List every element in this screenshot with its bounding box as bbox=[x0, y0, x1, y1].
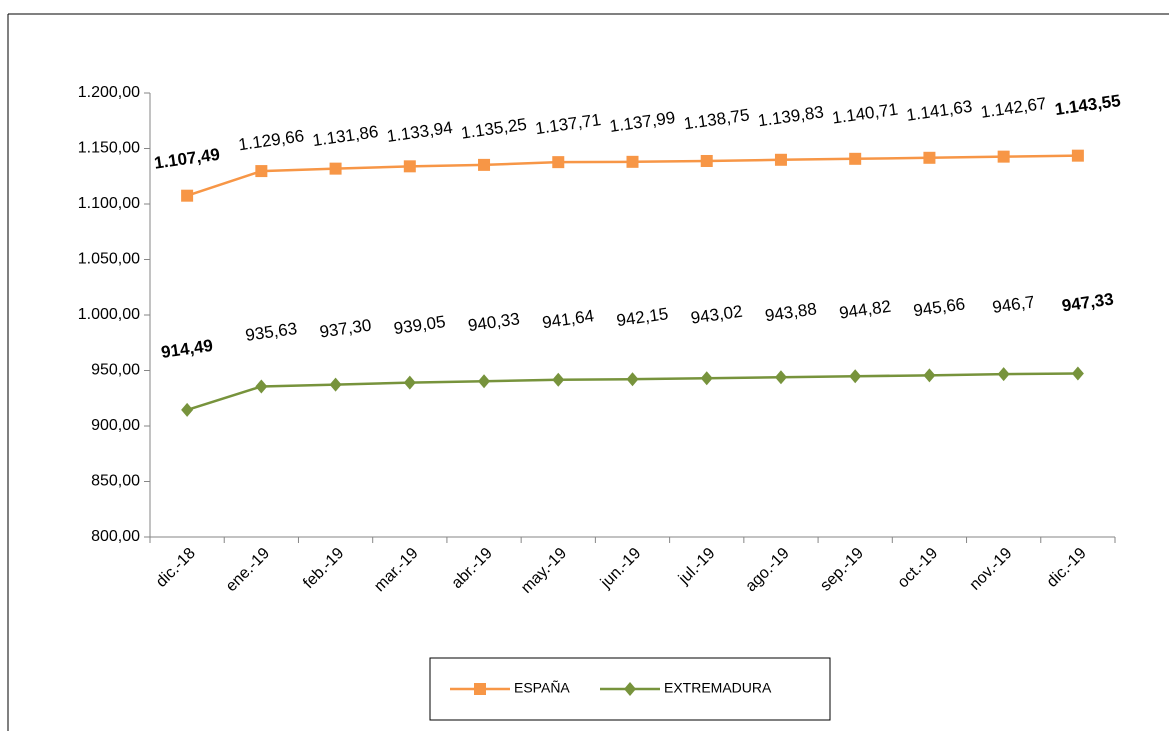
value-label: 1.107,49 bbox=[153, 145, 221, 173]
value-label: 937,30 bbox=[318, 316, 372, 342]
value-label: 1.143,55 bbox=[1054, 91, 1122, 119]
legend-marker bbox=[624, 682, 636, 696]
marker bbox=[329, 377, 342, 392]
marker bbox=[403, 160, 416, 173]
x-tick-label: oct.-19 bbox=[895, 545, 942, 592]
value-label: 943,02 bbox=[690, 302, 744, 328]
x-tick-label: ago.-19 bbox=[742, 545, 792, 595]
x-tick-label: mar.-19 bbox=[371, 545, 421, 595]
value-label: 935,63 bbox=[244, 319, 298, 345]
value-label: 942,15 bbox=[615, 304, 669, 330]
value-label: 941,64 bbox=[541, 306, 595, 332]
y-tick-label: 900,00 bbox=[91, 417, 140, 434]
y-tick-label: 1.100,00 bbox=[78, 195, 140, 212]
marker bbox=[255, 379, 268, 394]
marker bbox=[1071, 149, 1084, 162]
value-label: 1.138,75 bbox=[682, 105, 750, 133]
marker bbox=[774, 370, 787, 385]
marker bbox=[849, 152, 862, 165]
x-tick-label: may.-19 bbox=[518, 545, 570, 597]
marker bbox=[626, 155, 639, 168]
y-tick-label: 1.050,00 bbox=[78, 251, 140, 268]
y-tick-label: 950,00 bbox=[91, 362, 140, 379]
value-label: 1.137,71 bbox=[534, 110, 602, 138]
value-label: 945,66 bbox=[912, 294, 966, 320]
y-tick-label: 1.150,00 bbox=[78, 140, 140, 157]
value-label: 1.129,66 bbox=[237, 126, 305, 154]
marker bbox=[700, 371, 713, 386]
legend-marker bbox=[474, 683, 486, 695]
x-tick-label: dic.-19 bbox=[1044, 545, 1090, 591]
y-tick-label: 800,00 bbox=[91, 528, 140, 545]
marker bbox=[997, 150, 1010, 163]
legend-label: ESPAÑA bbox=[514, 680, 570, 696]
value-label: 943,88 bbox=[764, 299, 818, 325]
value-label: 1.139,83 bbox=[757, 102, 825, 130]
marker bbox=[255, 165, 268, 178]
marker bbox=[181, 402, 194, 417]
value-label: 914,49 bbox=[160, 336, 214, 362]
marker bbox=[403, 375, 416, 390]
marker bbox=[1071, 366, 1084, 381]
value-label: 1.141,63 bbox=[905, 97, 973, 125]
y-tick-label: 1.200,00 bbox=[78, 84, 140, 101]
value-label: 1.142,67 bbox=[979, 94, 1047, 122]
y-tick-label: 1.000,00 bbox=[78, 306, 140, 323]
x-tick-label: dic.-18 bbox=[153, 545, 199, 591]
x-tick-label: nov.-19 bbox=[967, 545, 1016, 594]
value-label: 939,05 bbox=[393, 312, 447, 338]
x-tick-label: jun.-19 bbox=[597, 545, 644, 592]
value-label: 1.133,94 bbox=[386, 118, 454, 146]
marker bbox=[552, 372, 565, 387]
value-label: 946,7 bbox=[991, 292, 1036, 317]
x-tick-label: jul.-19 bbox=[675, 545, 719, 589]
marker bbox=[700, 154, 713, 167]
marker bbox=[329, 162, 342, 175]
x-tick-label: feb.-19 bbox=[300, 545, 347, 592]
y-tick-label: 850,00 bbox=[91, 473, 140, 490]
marker bbox=[478, 374, 491, 389]
value-label: 1.131,86 bbox=[311, 122, 379, 150]
marker bbox=[181, 189, 194, 202]
marker bbox=[552, 156, 565, 169]
value-label: 1.140,71 bbox=[831, 100, 899, 128]
value-label: 1.137,99 bbox=[608, 108, 676, 136]
value-label: 947,33 bbox=[1061, 289, 1115, 315]
marker bbox=[774, 153, 787, 166]
marker bbox=[923, 151, 936, 164]
marker bbox=[478, 158, 491, 171]
x-tick-label: abr.-19 bbox=[449, 545, 496, 592]
marker bbox=[997, 367, 1010, 382]
x-tick-label: ene.-19 bbox=[223, 545, 273, 595]
value-label: 940,33 bbox=[467, 309, 521, 335]
value-label: 944,82 bbox=[838, 297, 892, 323]
legend-label: EXTREMADURA bbox=[664, 680, 772, 696]
marker bbox=[923, 368, 936, 383]
x-tick-label: sep.-19 bbox=[817, 545, 867, 595]
marker bbox=[849, 369, 862, 384]
marker bbox=[626, 372, 639, 387]
value-label: 1.135,25 bbox=[460, 115, 528, 143]
